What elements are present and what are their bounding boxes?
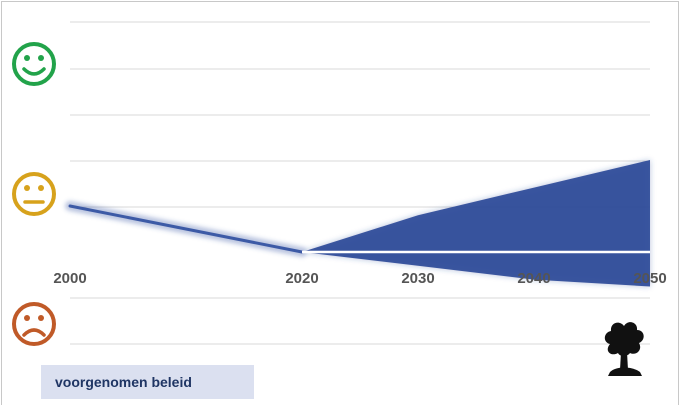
past-trend-line <box>68 204 304 254</box>
x-tick-label: 2030 <box>401 270 434 287</box>
happy-face-icon <box>12 42 56 86</box>
tree-icon <box>604 322 644 376</box>
x-tick-label: 2050 <box>633 270 666 287</box>
projection-band <box>302 160 650 287</box>
x-axis-ticks: 2000 2020 2030 2040 2050 <box>53 270 666 287</box>
gridlines <box>70 21 650 345</box>
x-tick-label: 2040 <box>517 270 550 287</box>
x-tick-label: 2020 <box>285 270 318 287</box>
series-layer <box>65 160 650 287</box>
neutral-face-icon <box>12 172 56 216</box>
sad-face-icon <box>12 302 56 346</box>
legend: voorgenomen beleid <box>41 365 254 399</box>
legend-label: voorgenomen beleid <box>55 374 192 390</box>
x-tick-label: 2000 <box>53 270 86 287</box>
